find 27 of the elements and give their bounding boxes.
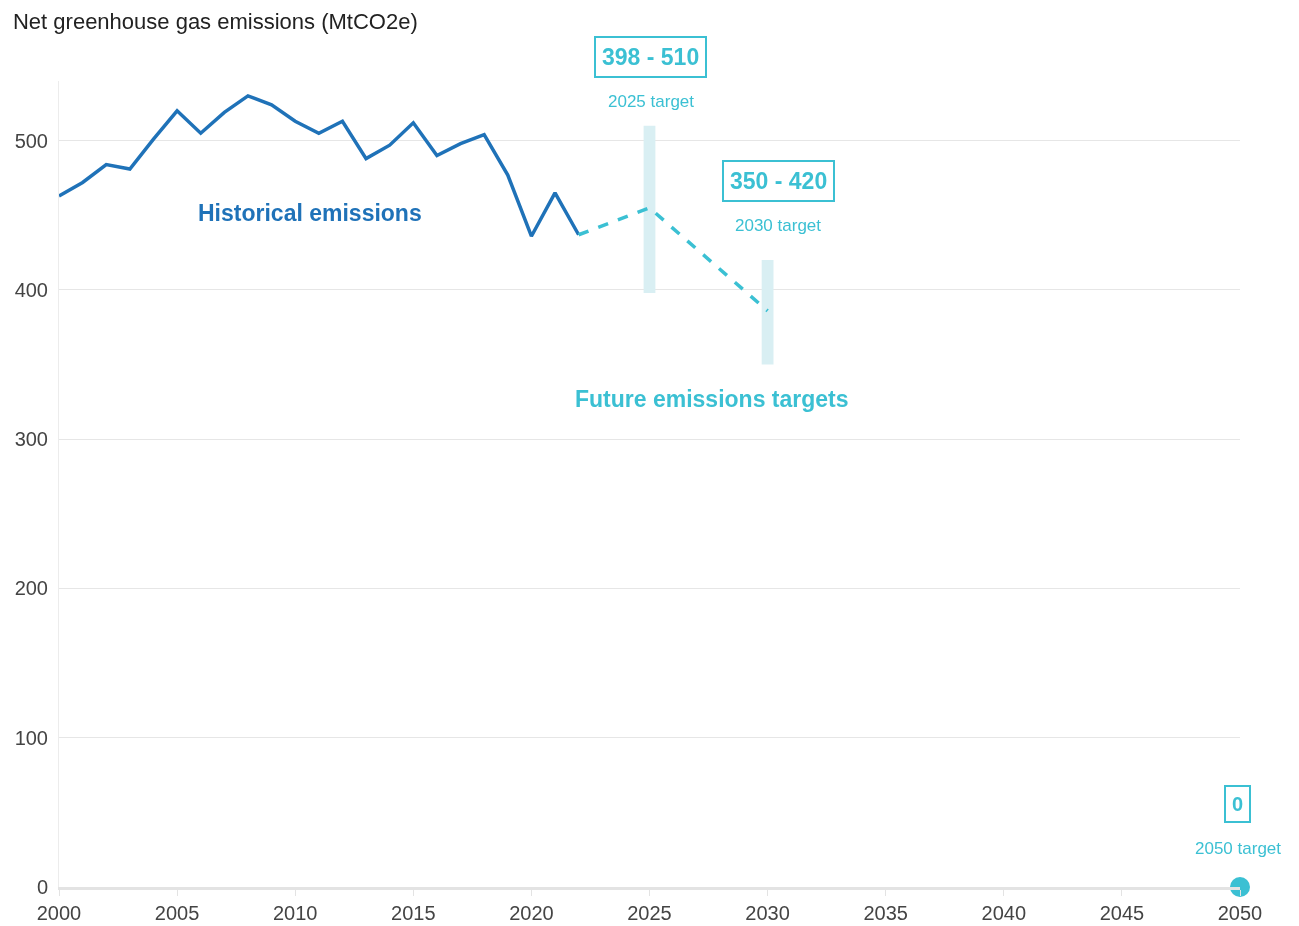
x-tick-label: 2045 (1099, 902, 1145, 924)
annotation: 2030 target (735, 216, 822, 235)
x-tick-label: 2040 (981, 902, 1027, 924)
y-tick-label: 400 (14, 278, 48, 301)
x-tick-label: 2015 (391, 902, 436, 924)
y-tick-label: 100 (14, 726, 48, 749)
y-tick-label: 200 (14, 577, 48, 600)
x-tick-label: 2025 (627, 902, 672, 924)
x-tick-label: 2020 (509, 902, 554, 924)
x-tick-label: 2005 (154, 902, 200, 924)
y-tick-label: 0 (36, 876, 48, 898)
x-tick-label: 2000 (36, 902, 82, 924)
y-tick-label: 300 (14, 428, 48, 451)
annotation: 350 - 420 (730, 168, 828, 194)
y-tick-label: 500 (14, 129, 48, 152)
annotation: Future emissions targets (575, 386, 849, 412)
annotation: 0 (1232, 793, 1244, 815)
chart-title: Net greenhouse gas emissions (MtCO2e) (12, 9, 418, 35)
x-tick-label: 2030 (745, 902, 790, 924)
x-tick-label: 2010 (272, 902, 318, 924)
x-tick-label: 2035 (863, 902, 908, 924)
x-tick-label: 2050 (1217, 902, 1263, 924)
annotation: 2050 target (1195, 839, 1282, 858)
annotation: 2025 target (608, 92, 695, 111)
line-series (59, 94, 581, 238)
annotation: Historical emissions (198, 200, 422, 226)
text: 398 - 510 (602, 44, 700, 70)
